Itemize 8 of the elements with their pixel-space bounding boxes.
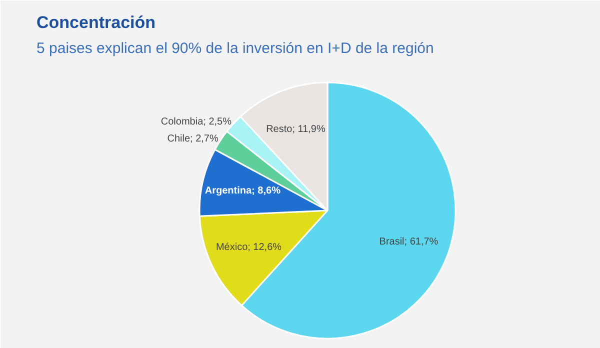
slice-label: Chile; 2,7%: [167, 133, 218, 144]
chart-title: Concentración: [36, 13, 156, 32]
slice-label: Brasil; 61,7%: [379, 236, 438, 248]
slice-label: Resto; 11,9%: [266, 124, 326, 135]
slice-label: México; 12,6%: [216, 242, 282, 254]
slice-label: Colombia; 2,5%: [160, 116, 232, 128]
chart-subtitle: 5 paises explican el 90% de la inversión en I+D de la región: [36, 40, 434, 57]
slice-label: Argentina; 8,6%: [204, 185, 281, 196]
